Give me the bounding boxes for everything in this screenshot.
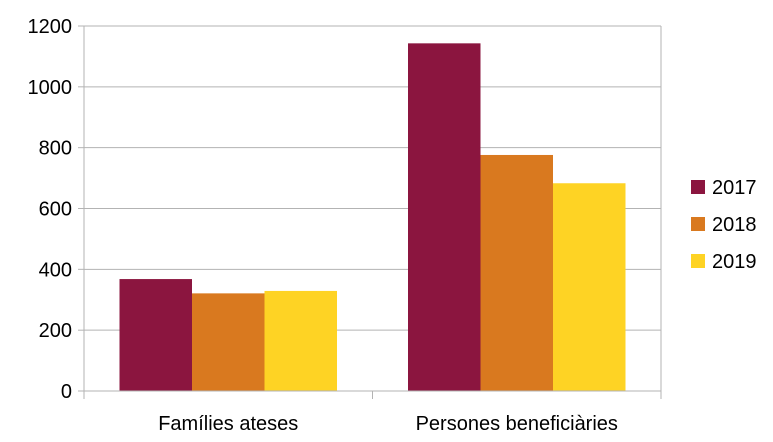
legend-swatch-2018 <box>691 217 705 231</box>
x-category-label: Famílies ateses <box>158 413 298 435</box>
bar-2018 <box>480 154 553 391</box>
y-tick-label: 600 <box>39 199 72 221</box>
y-tick-label: 1200 <box>28 16 73 38</box>
legend-label-2019: 2019 <box>712 251 757 273</box>
legend-label-2017: 2017 <box>712 177 757 199</box>
bar-2018 <box>192 293 265 391</box>
legend-swatch-2017 <box>691 180 705 194</box>
bar-2019 <box>264 290 337 391</box>
y-tick-label: 800 <box>39 138 72 160</box>
bars-layer <box>119 43 626 392</box>
bar-2017 <box>119 279 192 391</box>
axis-layer: 0 200 400 600 800 1000 1200 Famílies ateses Pers… <box>28 16 662 435</box>
y-tick-label: 400 <box>39 259 72 281</box>
y-tick-label: 0 <box>61 381 72 403</box>
legend: 2017 2018 2019 <box>691 177 757 273</box>
y-tick-label: 1000 <box>28 77 73 99</box>
legend-label-2018: 2018 <box>712 214 757 236</box>
legend-swatch-2019 <box>691 254 705 268</box>
bar-2017 <box>408 43 481 392</box>
grid-layer <box>84 25 662 391</box>
bar-2019 <box>553 183 626 391</box>
y-tick-label: 200 <box>39 320 72 342</box>
x-category-label: Persones beneficiàries <box>416 413 618 435</box>
